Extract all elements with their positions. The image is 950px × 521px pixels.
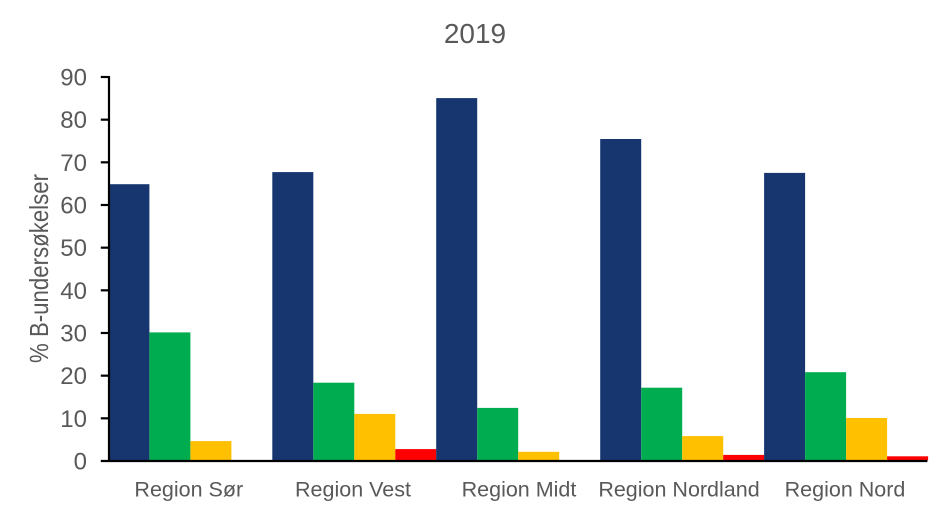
svg-text:20: 20 bbox=[60, 363, 87, 390]
svg-text:80: 80 bbox=[60, 107, 87, 134]
svg-text:Region Sør: Region Sør bbox=[134, 478, 243, 502]
svg-text:50: 50 bbox=[60, 235, 87, 262]
svg-text:30: 30 bbox=[60, 321, 87, 348]
svg-text:0: 0 bbox=[74, 449, 87, 476]
svg-text:Region Nordland: Region Nordland bbox=[598, 478, 759, 502]
svg-text:% B-undersøkelser: % B-undersøkelser bbox=[24, 174, 54, 363]
svg-text:40: 40 bbox=[60, 278, 87, 305]
svg-text:60: 60 bbox=[60, 193, 87, 220]
svg-text:90: 90 bbox=[60, 65, 87, 92]
svg-text:Region Nord: Region Nord bbox=[785, 478, 906, 502]
svg-text:10: 10 bbox=[60, 406, 87, 433]
svg-text:Region Vest: Region Vest bbox=[295, 478, 411, 502]
svg-text:Region Midt: Region Midt bbox=[462, 478, 577, 502]
svg-text:70: 70 bbox=[60, 150, 87, 177]
svg-text:2019: 2019 bbox=[444, 18, 506, 49]
